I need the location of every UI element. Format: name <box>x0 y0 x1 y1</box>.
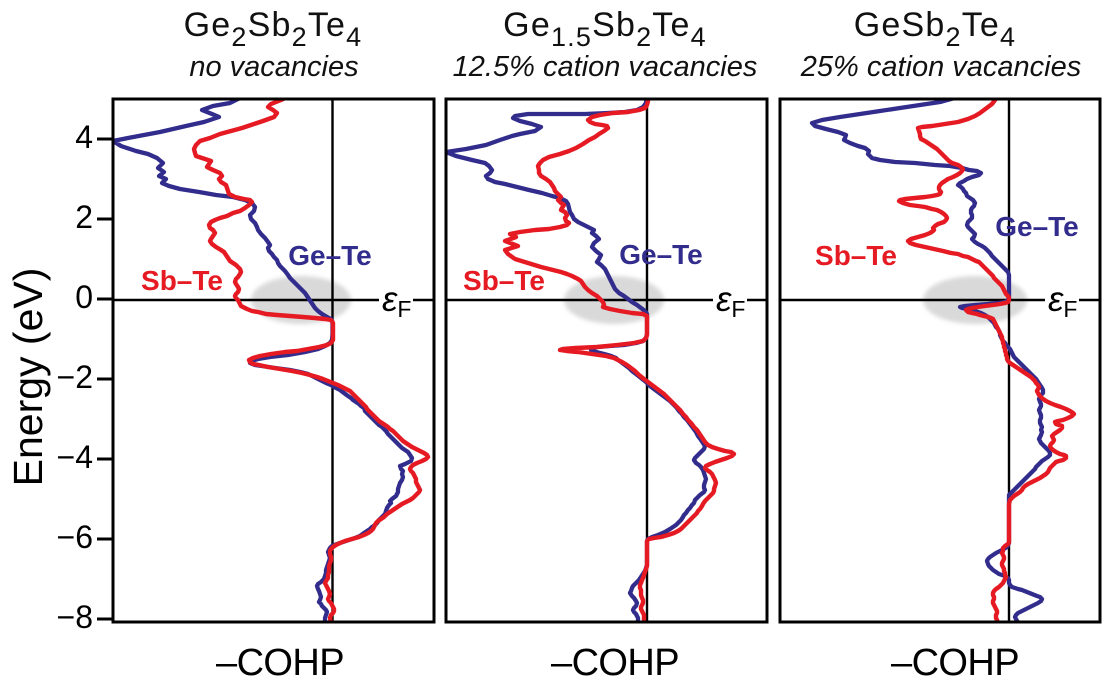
svg-text:Sb–Te: Sb–Te <box>463 265 545 296</box>
svg-text:–COHP: –COHP <box>891 642 1019 684</box>
svg-text:0: 0 <box>75 279 93 315</box>
svg-text:Energy (eV): Energy (eV) <box>5 268 51 487</box>
svg-text:−2: −2 <box>57 359 93 395</box>
svg-text:−6: −6 <box>57 519 93 555</box>
svg-text:2: 2 <box>75 199 93 235</box>
svg-text:Ge–Te: Ge–Te <box>619 239 703 270</box>
svg-text:Ge–Te: Ge–Te <box>288 240 372 271</box>
svg-text:–COHP: –COHP <box>216 642 344 684</box>
svg-text:−8: −8 <box>57 599 93 635</box>
svg-text:4: 4 <box>75 119 93 155</box>
svg-text:25% cation vacancies: 25% cation vacancies <box>800 51 1082 83</box>
svg-text:Sb–Te: Sb–Te <box>815 240 897 271</box>
svg-text:Sb–Te: Sb–Te <box>141 265 223 296</box>
svg-text:no vacancies: no vacancies <box>189 51 358 83</box>
svg-text:Ge–Te: Ge–Te <box>995 211 1079 242</box>
svg-text:12.5% cation vacancies: 12.5% cation vacancies <box>453 51 758 83</box>
svg-text:−4: −4 <box>57 439 93 475</box>
svg-text:–COHP: –COHP <box>551 642 679 684</box>
